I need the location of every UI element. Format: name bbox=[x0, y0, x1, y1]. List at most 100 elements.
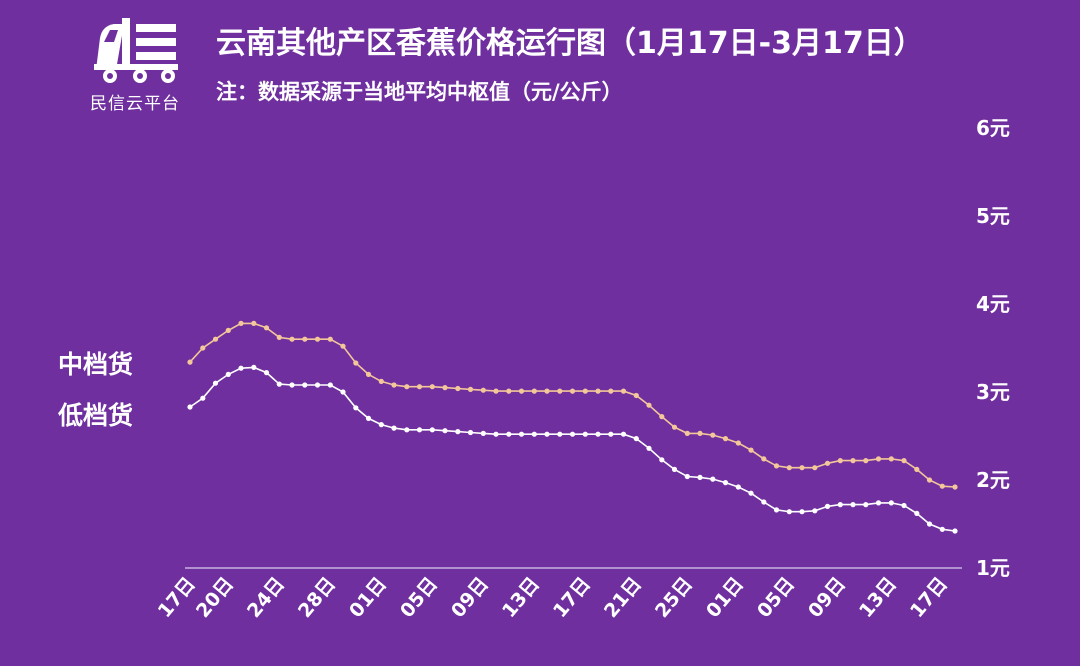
data-point-mid-grade bbox=[353, 360, 359, 366]
data-point-low-grade bbox=[353, 405, 359, 411]
data-point-low-grade bbox=[391, 425, 397, 431]
x-tick-label: 01日 bbox=[345, 573, 391, 622]
data-point-low-grade bbox=[378, 422, 384, 428]
data-point-mid-grade bbox=[557, 388, 563, 394]
data-point-mid-grade bbox=[633, 392, 639, 399]
x-tick-label: 20日 bbox=[192, 573, 238, 622]
x-tick-label: 17日 bbox=[154, 573, 200, 622]
data-point-low-grade bbox=[518, 431, 525, 437]
data-point-low-grade bbox=[620, 431, 627, 437]
data-point-mid-grade bbox=[327, 336, 333, 342]
y-axis: 1元 2元 3元 4元 5元 6元 bbox=[976, 116, 1010, 580]
x-tick-label: 01日 bbox=[702, 573, 748, 622]
data-point-low-grade bbox=[595, 431, 601, 437]
data-point-low-grade bbox=[735, 484, 741, 490]
y-tick-label: 5元 bbox=[976, 204, 1010, 228]
data-point-low-grade bbox=[365, 415, 372, 421]
data-point-mid-grade bbox=[365, 371, 372, 377]
data-point-mid-grade bbox=[875, 456, 882, 462]
data-point-mid-grade bbox=[569, 388, 576, 394]
data-point-mid-grade bbox=[378, 378, 384, 384]
x-tick-label: 13日 bbox=[498, 573, 544, 622]
data-point-low-grade bbox=[888, 500, 894, 506]
data-point-low-grade bbox=[582, 431, 588, 437]
data-point-low-grade bbox=[786, 509, 792, 515]
data-point-low-grade bbox=[722, 480, 729, 486]
data-point-mid-grade bbox=[518, 388, 525, 394]
data-point-low-grade bbox=[671, 466, 678, 472]
data-point-low-grade bbox=[812, 508, 818, 514]
data-point-mid-grade bbox=[735, 440, 741, 446]
data-point-low-grade bbox=[531, 431, 537, 437]
data-point-low-grade bbox=[608, 431, 614, 437]
data-point-mid-grade bbox=[391, 382, 397, 388]
data-point-low-grade bbox=[697, 474, 703, 480]
y-tick-label: 1元 bbox=[976, 556, 1010, 580]
data-point-mid-grade bbox=[429, 384, 435, 390]
data-point-mid-grade bbox=[952, 484, 958, 490]
data-point-mid-grade bbox=[544, 388, 550, 394]
data-point-mid-grade bbox=[748, 447, 754, 453]
data-point-mid-grade bbox=[289, 336, 295, 342]
data-point-low-grade bbox=[646, 445, 652, 451]
data-point-low-grade bbox=[263, 370, 270, 376]
data-point-mid-grade bbox=[722, 436, 729, 442]
data-point-low-grade bbox=[429, 427, 435, 433]
series-low-grade bbox=[187, 364, 958, 534]
x-tick-label: 13日 bbox=[855, 573, 901, 622]
brand-logo: 民信云平台 bbox=[80, 12, 190, 114]
data-point-mid-grade bbox=[467, 386, 474, 392]
data-point-mid-grade bbox=[697, 430, 703, 436]
data-point-mid-grade bbox=[710, 432, 716, 438]
data-point-mid-grade bbox=[276, 334, 282, 340]
data-point-low-grade bbox=[659, 457, 665, 463]
series-mid-grade bbox=[187, 320, 958, 490]
data-point-mid-grade bbox=[761, 456, 767, 462]
data-point-mid-grade bbox=[824, 460, 831, 466]
x-tick-label: 24日 bbox=[243, 573, 289, 622]
data-point-mid-grade bbox=[914, 466, 920, 472]
x-tick-label: 21日 bbox=[600, 573, 646, 622]
x-tick-label: 05日 bbox=[753, 573, 799, 622]
data-point-low-grade bbox=[480, 430, 486, 436]
data-point-low-grade bbox=[875, 500, 882, 506]
data-point-mid-grade bbox=[837, 458, 843, 464]
data-point-low-grade bbox=[952, 528, 958, 534]
data-point-low-grade bbox=[225, 371, 231, 377]
y-tick-label: 6元 bbox=[976, 116, 1010, 140]
data-point-low-grade bbox=[850, 502, 856, 508]
data-point-low-grade bbox=[926, 521, 933, 527]
data-point-mid-grade bbox=[506, 388, 512, 394]
data-point-mid-grade bbox=[212, 336, 219, 342]
data-point-mid-grade bbox=[531, 388, 537, 394]
data-point-mid-grade bbox=[939, 483, 945, 489]
data-point-low-grade bbox=[212, 380, 219, 386]
data-point-mid-grade bbox=[200, 345, 206, 351]
x-tick-label: 09日 bbox=[447, 573, 493, 622]
data-point-low-grade bbox=[684, 473, 690, 480]
data-point-mid-grade bbox=[493, 388, 499, 394]
brand-name: 民信云平台 bbox=[90, 94, 180, 114]
data-point-mid-grade bbox=[582, 388, 588, 394]
x-tick-label: 09日 bbox=[804, 573, 850, 622]
data-point-mid-grade bbox=[455, 385, 461, 392]
y-tick-label: 3元 bbox=[976, 380, 1010, 404]
data-point-mid-grade bbox=[251, 320, 257, 326]
data-point-low-grade bbox=[710, 476, 716, 482]
data-point-mid-grade bbox=[480, 387, 486, 393]
x-tick-label: 17日 bbox=[906, 573, 952, 622]
data-point-low-grade bbox=[544, 431, 550, 437]
data-point-mid-grade bbox=[608, 388, 614, 394]
data-point-low-grade bbox=[748, 490, 754, 496]
data-point-mid-grade bbox=[646, 402, 652, 408]
data-point-low-grade bbox=[837, 502, 843, 508]
data-point-mid-grade bbox=[416, 384, 423, 390]
data-point-low-grade bbox=[416, 427, 423, 433]
y-tick-label: 4元 bbox=[976, 292, 1010, 316]
chart-subtitle: 注：数据采源于当地平均中枢值（元/公斤） bbox=[216, 80, 623, 104]
data-point-mid-grade bbox=[302, 336, 308, 342]
data-point-mid-grade bbox=[187, 359, 193, 365]
data-point-mid-grade bbox=[786, 465, 792, 471]
x-tick-label: 17日 bbox=[549, 573, 595, 622]
